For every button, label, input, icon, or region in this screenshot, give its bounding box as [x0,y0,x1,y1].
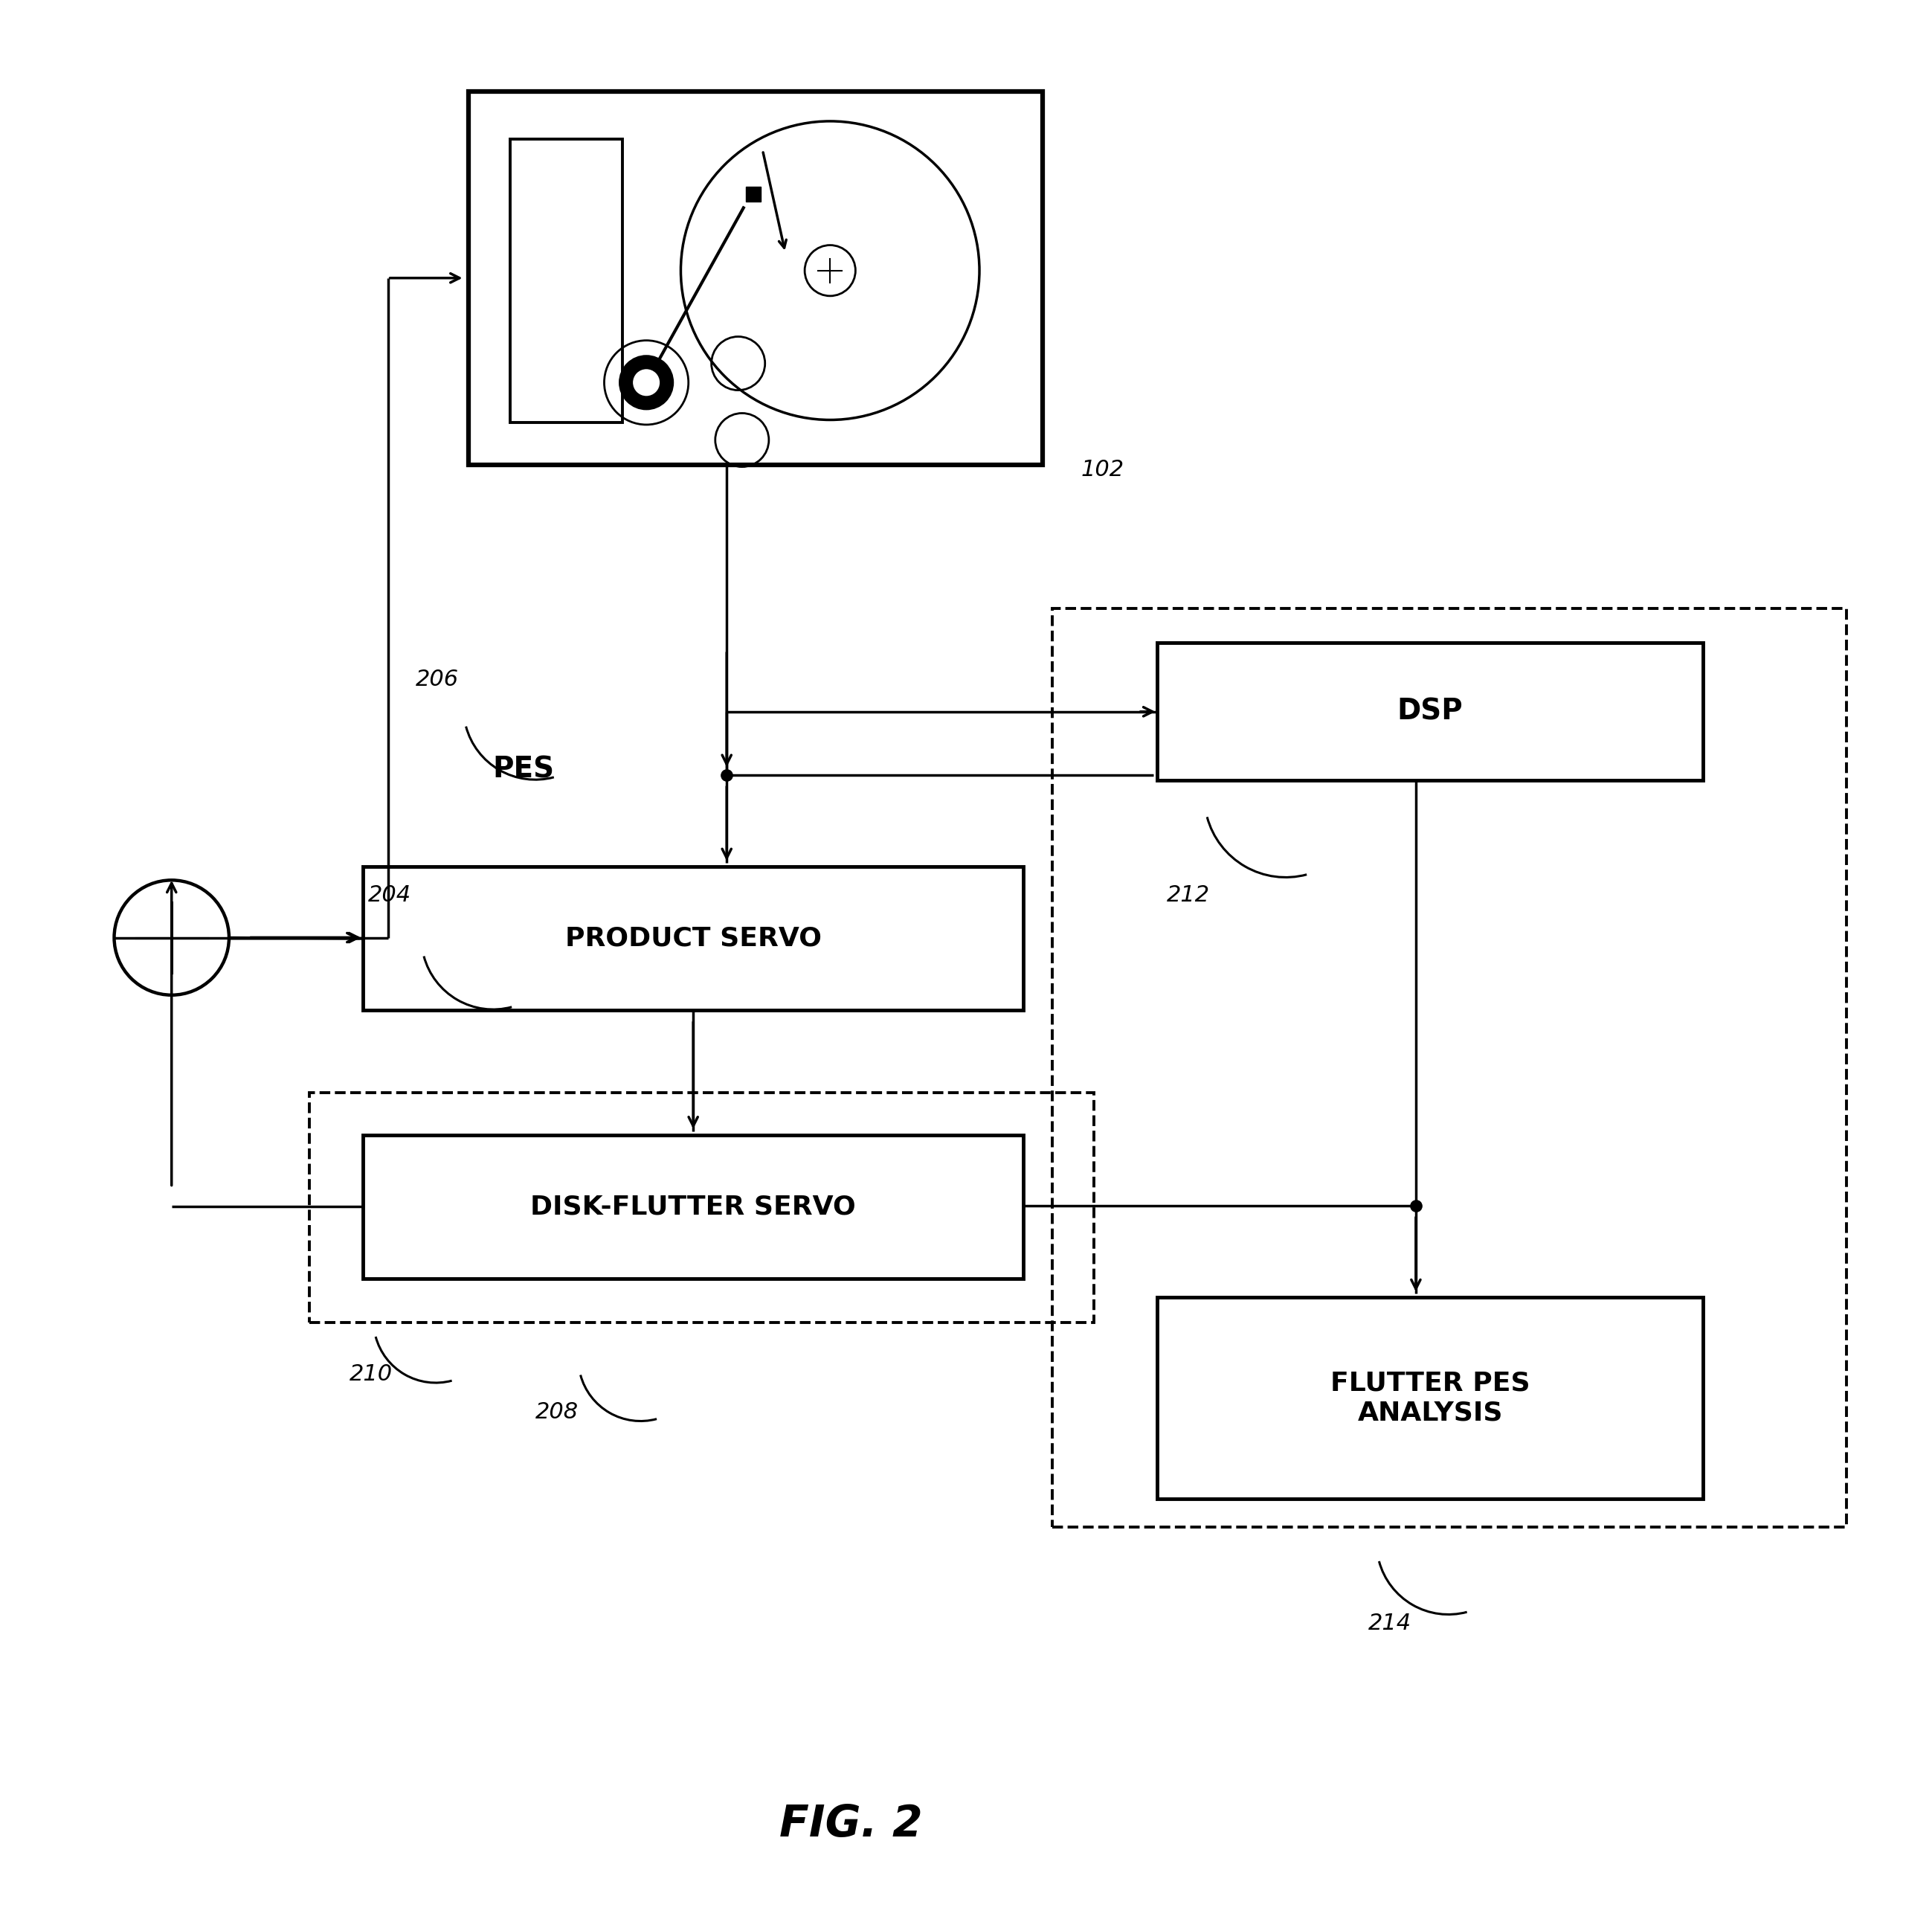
Text: FIG. 2: FIG. 2 [779,1804,923,1846]
Text: DSP: DSP [1397,697,1463,726]
Bar [510,139,622,424]
Text: PES: PES [493,755,554,783]
Bar [363,866,1024,1011]
Bar [468,90,1043,464]
Text: FLUTTER PES
ANALYSIS: FLUTTER PES ANALYSIS [1331,1371,1530,1425]
Circle shape [620,356,672,410]
Text: 208: 208 [535,1401,578,1423]
Text: 206: 206 [415,668,458,689]
Bar [1053,608,1847,1527]
Text: 214: 214 [1368,1613,1410,1634]
Circle shape [634,370,659,397]
Bar [1157,1297,1702,1498]
Bar [309,1093,1094,1322]
Bar [363,1136,1024,1278]
Bar [1157,643,1702,782]
Text: 210: 210 [350,1363,392,1384]
Text: PRODUCT SERVO: PRODUCT SERVO [564,926,821,951]
Text: 102: 102 [1080,458,1124,481]
Text: 204: 204 [367,886,412,907]
Text: 212: 212 [1167,886,1209,907]
Text: DISK-FLUTTER SERVO: DISK-FLUTTER SERVO [531,1194,856,1219]
